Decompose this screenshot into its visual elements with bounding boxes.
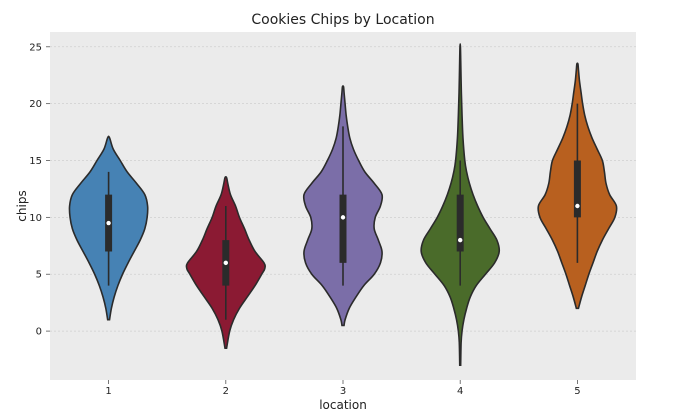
x-axis-label: location bbox=[319, 398, 367, 412]
y-tick-label: 25 bbox=[29, 42, 42, 53]
violin-iqr-box bbox=[339, 194, 347, 263]
violin-iqr-box bbox=[456, 194, 464, 252]
y-tick-label: 10 bbox=[29, 213, 42, 224]
violin-median bbox=[575, 203, 580, 209]
violins bbox=[68, 43, 618, 367]
y-axis-label: chips bbox=[15, 190, 29, 221]
x-tick-label: 4 bbox=[457, 386, 463, 397]
y-axis-ticks: 0 5 10 15 20 25 bbox=[29, 42, 50, 338]
violin-iqr-box bbox=[573, 160, 581, 218]
y-tick-label: 15 bbox=[29, 156, 42, 167]
x-axis-ticks: 1 2 3 4 5 bbox=[105, 380, 581, 397]
x-tick-label: 2 bbox=[223, 386, 229, 397]
x-tick-label: 1 bbox=[105, 386, 111, 397]
y-tick-label: 5 bbox=[36, 270, 42, 281]
y-tick-label: 0 bbox=[36, 327, 42, 338]
chart-title: Cookies Chips by Location bbox=[251, 12, 434, 28]
violin-median bbox=[223, 260, 228, 266]
x-tick-label: 5 bbox=[574, 386, 580, 397]
x-tick-label: 3 bbox=[340, 386, 346, 397]
violin-median bbox=[340, 215, 346, 220]
violin-median bbox=[458, 237, 463, 243]
y-tick-label: 20 bbox=[29, 99, 42, 110]
violin-median bbox=[106, 220, 111, 226]
